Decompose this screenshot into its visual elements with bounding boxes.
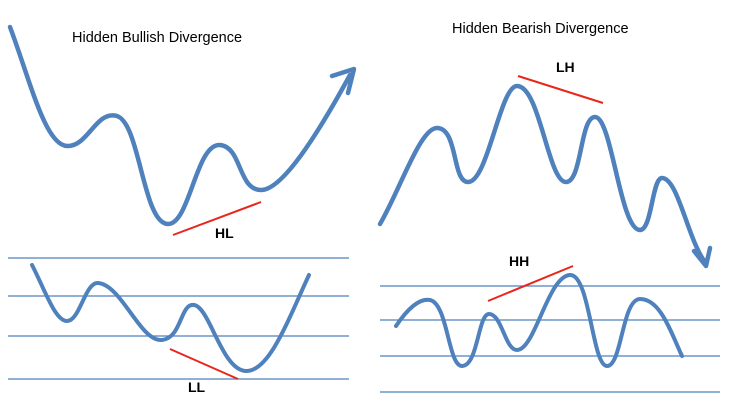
bullish-price-curve (7, 24, 353, 227)
bullish-oscillator-label: LL (188, 379, 206, 395)
bearish-price-divergence-line (517, 75, 604, 104)
arrow-down-right-icon (691, 245, 713, 269)
bearish-oscillator-curve (394, 272, 684, 368)
bullish-oscillator-curve (30, 263, 311, 374)
bearish-price-curve (377, 83, 708, 265)
bearish-panel: Hidden Bearish Divergence LH HH (377, 21, 720, 393)
bullish-oscillator-divergence-line (169, 348, 239, 380)
bullish-title: Hidden Bullish Divergence (72, 30, 242, 46)
bearish-oscillator-label: HH (509, 253, 529, 269)
bearish-title: Hidden Bearish Divergence (452, 21, 629, 37)
bearish-price-label: LH (556, 59, 575, 75)
bullish-price-divergence-line (172, 201, 262, 236)
bearish-oscillator-divergence-line (487, 265, 574, 302)
arrow-up-right-icon (329, 66, 357, 96)
bullish-price-label: HL (215, 225, 234, 241)
bullish-panel: Hidden Bullish Divergence HL LL (7, 24, 357, 395)
